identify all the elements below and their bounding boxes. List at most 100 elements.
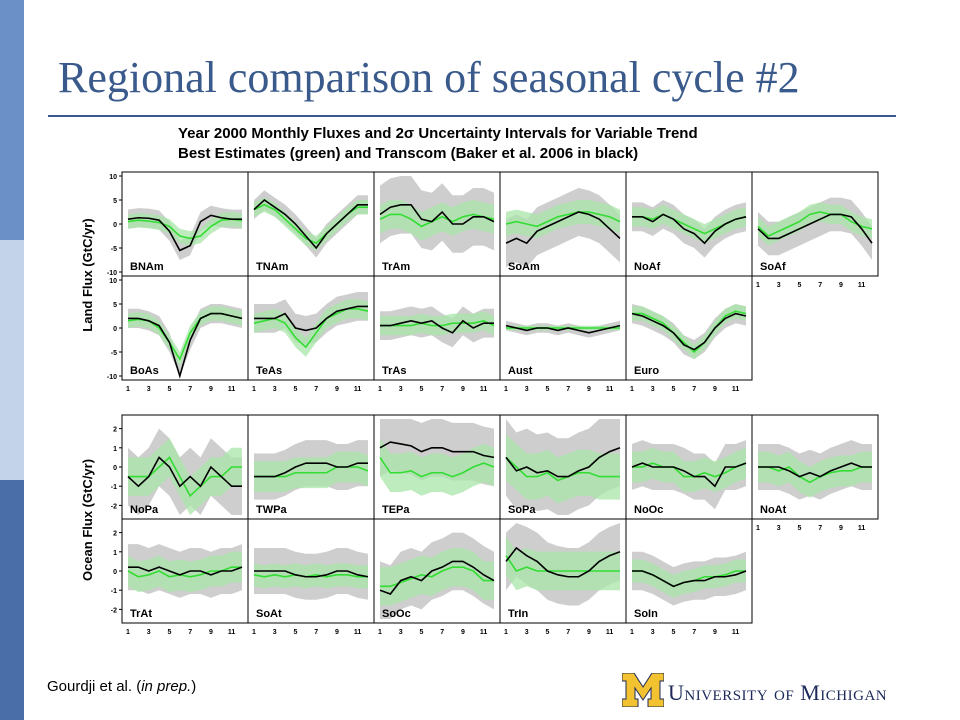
- x-tick-label: 9: [209, 629, 213, 636]
- y-tick-label: -5: [111, 246, 117, 253]
- panel-trin: TrIn 1 3 5 7 9 11: [499, 518, 627, 636]
- x-tick-label: 5: [420, 629, 424, 636]
- x-tick-label: 9: [713, 386, 717, 393]
- x-tick-label: 5: [546, 629, 550, 636]
- panel-nooc: NoOc: [625, 414, 753, 520]
- panel-label: TrIn: [508, 608, 528, 620]
- x-tick-label: 11: [354, 629, 362, 636]
- transcom-line: [253, 198, 368, 250]
- y-tick-label: -10: [107, 374, 117, 381]
- x-tick-label: 11: [480, 386, 488, 393]
- x-tick-label: 3: [273, 629, 277, 636]
- panel-noaf: NoAf: [625, 171, 753, 277]
- panel-tram: TrAm: [373, 171, 501, 277]
- x-tick-label: 1: [378, 386, 382, 393]
- transcom-line: [631, 312, 747, 351]
- x-tick-label: 1: [504, 386, 508, 393]
- x-tick-label: 7: [566, 629, 570, 636]
- x-tick-label: 11: [858, 525, 866, 532]
- x-tick-label: 11: [732, 629, 740, 636]
- citation: Gourdji et al. (in prep.): [47, 678, 196, 695]
- x-tick-label: 5: [546, 386, 550, 393]
- x-tick-label: 1: [252, 386, 256, 393]
- y-tick-label: 0: [113, 326, 117, 333]
- x-tick-label: 11: [732, 386, 740, 393]
- x-tick-label: 11: [228, 386, 236, 393]
- transcom-line: [757, 213, 873, 244]
- panel-label: TWPa: [256, 504, 287, 516]
- transcom-line: [379, 204, 495, 225]
- x-tick-label: 9: [839, 525, 843, 532]
- panel-label: NoPa: [130, 504, 159, 516]
- panel-tepa: TEPa: [373, 414, 501, 520]
- transcom-line: [128, 312, 243, 379]
- best-estimate-line: [758, 466, 872, 484]
- x-tick-label: 11: [858, 282, 866, 289]
- y-tick-label: -1: [111, 484, 117, 491]
- x-tick-label: 11: [606, 386, 614, 393]
- transcom-line: [758, 462, 872, 478]
- panel-label: SoPa: [508, 504, 536, 516]
- panel-label: Euro: [634, 365, 659, 377]
- panel-twpa: TWPa: [247, 414, 375, 520]
- panel-label: TNAm: [256, 261, 289, 273]
- y-tick-label: 10: [109, 278, 117, 285]
- x-tick-label: 9: [587, 386, 591, 393]
- panel-soin: SoIn 1 3 5 7 9 11: [625, 518, 753, 636]
- y-tick-label: 2: [113, 427, 117, 434]
- panel-label: TEPa: [382, 504, 410, 516]
- ocean-ylabel: Ocean Flux (GtC/yr): [80, 459, 95, 581]
- panel-tnam: TNAm: [247, 171, 375, 277]
- title-rule: [48, 115, 896, 117]
- x-tick-label: 7: [440, 629, 444, 636]
- y-tick-label: 5: [113, 198, 117, 205]
- transcom-line: [379, 441, 495, 459]
- transcom-line: [505, 324, 621, 334]
- best-estimate-band: [632, 204, 746, 244]
- x-tick-label: 9: [335, 386, 339, 393]
- x-tick-label: 1: [378, 629, 382, 636]
- x-tick-label: 11: [606, 629, 614, 636]
- panel-label: SoAm: [508, 261, 540, 273]
- x-tick-label: 7: [188, 386, 192, 393]
- y-tick-label: 0: [113, 465, 117, 472]
- x-tick-label: 3: [147, 629, 151, 636]
- best-estimate-line: [379, 213, 495, 228]
- x-tick-label: 3: [651, 629, 655, 636]
- x-tick-label: 7: [692, 386, 696, 393]
- best-estimate-band: [254, 197, 368, 251]
- panel-label: TrAt: [130, 608, 152, 620]
- x-tick-label: 1: [126, 629, 130, 636]
- best-estimate-line: [505, 456, 620, 482]
- x-tick-label: 5: [672, 386, 676, 393]
- x-tick-label: 9: [335, 629, 339, 636]
- panel-label: Aust: [508, 365, 533, 377]
- side-stripe-bottom: [0, 480, 24, 720]
- panel-euro: Euro 1 3 5 7 9 11: [625, 275, 753, 393]
- transcom-line: [379, 560, 495, 595]
- panel-label: BoAs: [130, 365, 159, 377]
- citation-status: in prep.: [141, 678, 192, 695]
- y-tick-label: 5: [113, 302, 117, 309]
- best-estimate-line: [127, 218, 243, 240]
- best-estimate-band: [506, 536, 620, 591]
- x-tick-label: 5: [420, 386, 424, 393]
- best-estimate-line: [757, 211, 873, 237]
- chart-subtitle: Best Estimates (green) and Transcom (Bak…: [178, 145, 638, 162]
- x-tick-label: 1: [504, 629, 508, 636]
- transcom-line: [632, 213, 747, 245]
- y-tick-label: 0: [113, 222, 117, 229]
- best-estimate-band: [506, 434, 620, 504]
- transcom-line: [254, 570, 369, 578]
- panel-trat: TrAt 2 1 0 -1 -2 1 3 5 7 9 11: [111, 518, 249, 636]
- best-estimate-line: [632, 462, 747, 478]
- logo-text: University of Michigan: [668, 680, 888, 705]
- block-m-icon: [622, 673, 664, 707]
- x-tick-label: 3: [777, 282, 781, 289]
- x-tick-label: 5: [672, 629, 676, 636]
- best-estimate-line: [253, 574, 368, 578]
- y-tick-label: 1: [113, 550, 117, 557]
- side-stripe-middle: [0, 240, 24, 480]
- panel-boas: BoAs 10 5 0 -5 -10 1 3 5 7 9 11: [107, 275, 249, 393]
- transcom-line: [380, 319, 494, 334]
